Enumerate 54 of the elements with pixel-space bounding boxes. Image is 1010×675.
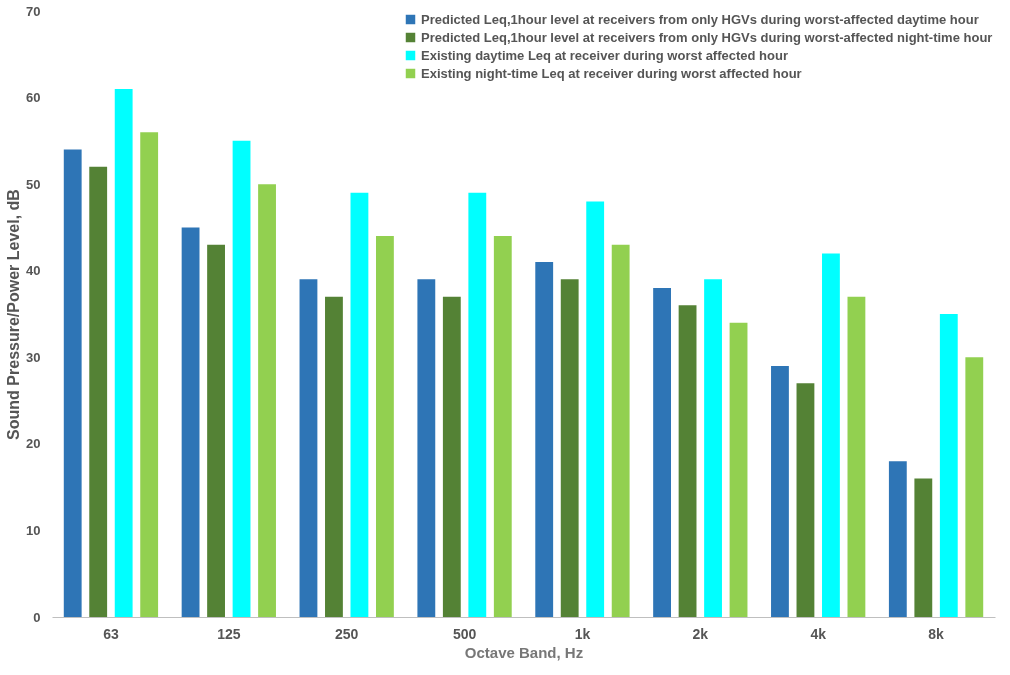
bar [704,279,722,617]
bar [535,262,554,617]
bar [442,296,461,617]
bar [114,88,133,617]
bar [207,244,225,617]
x-tick-label: 8k [928,625,945,642]
bar [939,314,958,617]
y-tick-label: 0 [33,609,41,625]
x-tick-label: 125 [217,625,241,642]
bar [914,478,933,617]
bar [140,132,159,617]
x-tick-label: 4k [810,625,827,642]
bar [560,279,579,617]
legend-label: Existing daytime Leq at receiver during worst affected hour [421,47,788,63]
x-tick-label: 2k [692,625,709,642]
y-tick-label: 40 [26,263,41,279]
x-tick-label: 500 [452,625,477,642]
bar [796,383,815,617]
bar [232,140,251,617]
y-tick-label: 30 [26,349,41,365]
x-tick-label: 1k [574,625,591,642]
x-tick-label: 63 [103,625,119,642]
y-tick-label: 20 [26,436,41,452]
bar [729,322,748,617]
y-tick-label: 60 [26,90,41,106]
bar [965,357,984,617]
legend-label: Existing night-time Leq at receiver during worst affected hour [421,65,802,81]
bar [822,253,840,617]
bar [771,365,789,617]
bar [888,461,907,617]
bar [63,149,82,617]
y-tick-label: 70 [26,3,41,19]
legend-label: Predicted Leq,1hour level at receivers from only HGVs during worst-affected night-time hour [421,29,993,45]
bar [350,192,369,617]
bar [586,201,605,617]
x-axis-title: Octave Band, Hz [464,643,584,661]
y-tick-label: 50 [26,176,41,192]
bar [181,227,200,617]
bar [376,236,394,617]
bar [468,192,487,617]
x-tick-label: 250 [335,625,359,642]
bar [258,184,276,617]
bar [299,279,318,617]
y-tick-label: 10 [26,522,41,538]
bar [89,166,108,617]
bar [678,305,697,617]
bar [847,296,866,617]
y-axis-title: Sound Pressure/Power Level, dB [5,189,23,440]
bar [653,288,671,617]
bar [611,244,630,617]
legend-label: Predicted Leq,1hour level at receivers from only HGVs during worst-affected daytime hour [421,11,979,27]
bar [417,279,436,617]
bar [493,236,512,617]
bar [325,296,343,617]
